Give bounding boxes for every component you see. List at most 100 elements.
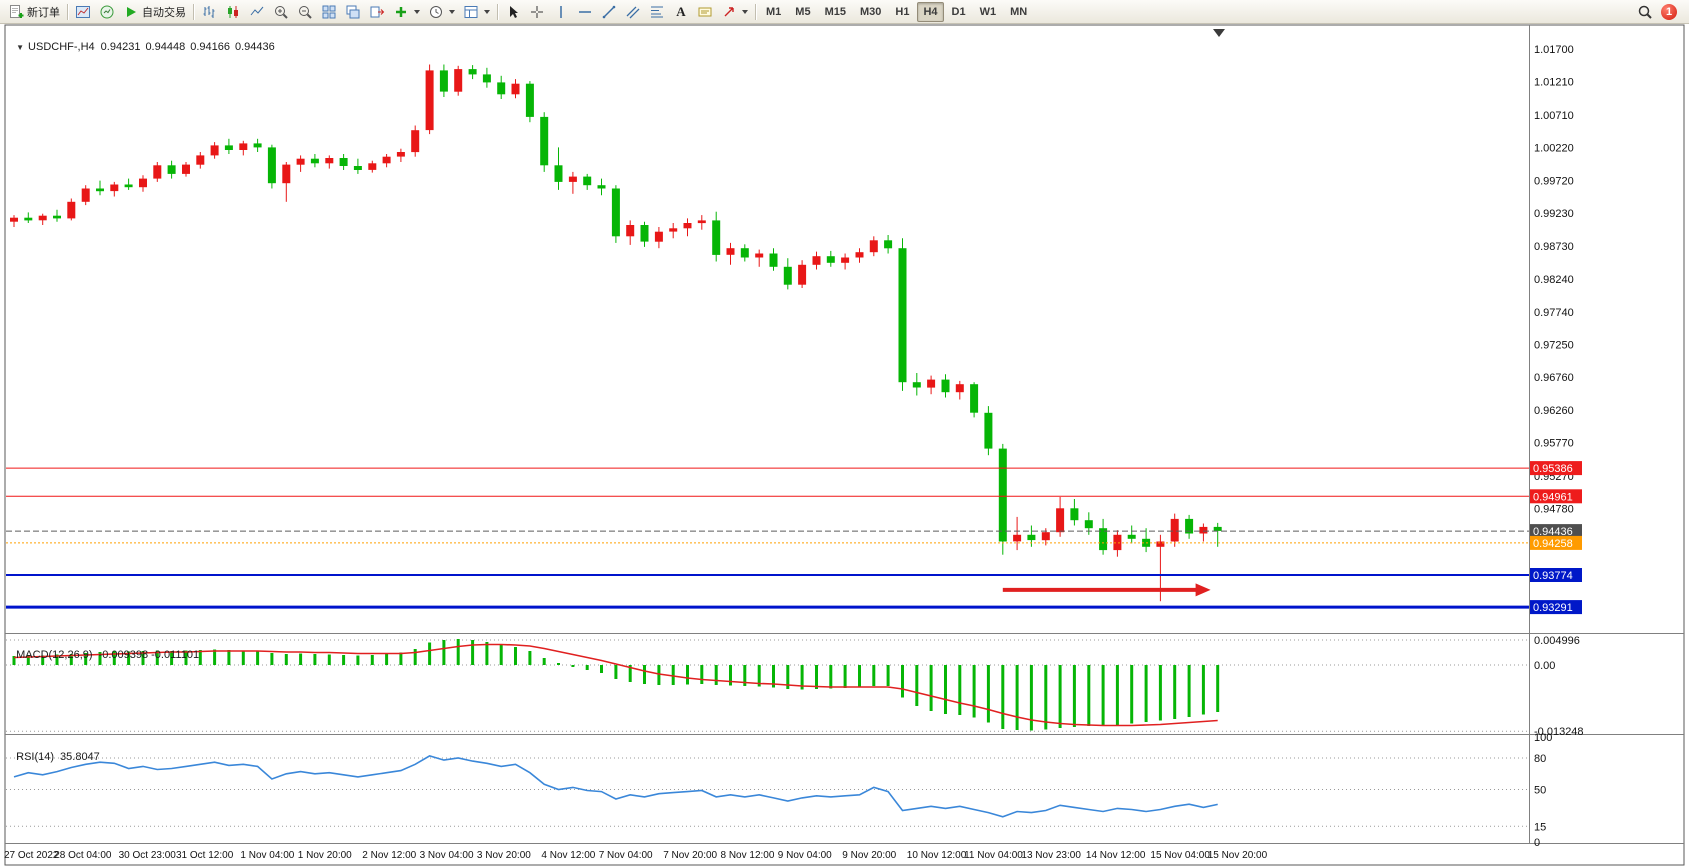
price-axis-label: 0.97740	[1534, 307, 1574, 319]
price-axis-label: 0.99230	[1534, 208, 1574, 220]
rsi-indicator-value: 35.8047	[60, 751, 100, 763]
line-chart-mode-icon	[250, 6, 264, 15]
time-axis-label: 11 Nov 04:00	[964, 850, 1023, 861]
rsi-axis-label: 50	[1534, 785, 1546, 797]
time-axis-label: 28 Oct 04:00	[54, 850, 112, 861]
timeframe-button-w1[interactable]: W1	[974, 2, 1003, 22]
chart-shift-marker[interactable]	[1213, 29, 1225, 37]
toolbar-separator	[497, 3, 498, 20]
price-axis-label: 0.96260	[1534, 405, 1574, 417]
timeframe-group: M1 M5 M15 M30 H1 H4 D1 W1 MN	[759, 1, 1034, 22]
tile-windows-icon	[322, 5, 336, 18]
auto-trading-label: 自动交易	[142, 6, 186, 19]
bar-high-value: 0.94448	[145, 41, 186, 53]
new-order-icon	[10, 4, 24, 18]
vertical-line-tool-button[interactable]	[549, 2, 573, 22]
time-axis-label: 31 Oct 12:00	[176, 850, 234, 861]
price-tag[interactable]: 0.93774	[1530, 568, 1582, 582]
dropdown-caret-icon	[484, 9, 490, 14]
template-button[interactable]	[459, 2, 494, 22]
price-axis-label: 0.97250	[1534, 339, 1574, 351]
channel-tool-button[interactable]	[621, 2, 645, 22]
price-axis-label: 0.94780	[1534, 503, 1574, 515]
timeframe-button-m15[interactable]: M15	[819, 2, 852, 22]
toolbar: 新订单 自动交易	[0, 0, 1689, 24]
text-tool-button[interactable]: A	[669, 2, 693, 22]
timeframe-button-h4[interactable]: H4	[917, 1, 944, 22]
search-icon	[1638, 5, 1652, 19]
candle-chart-mode-icon	[228, 5, 238, 18]
line-chart-mode-button[interactable]	[245, 2, 269, 22]
rsi-axis-label: 15	[1534, 821, 1546, 833]
add-indicator-button[interactable]	[389, 2, 424, 22]
search-button[interactable]	[1633, 2, 1657, 22]
chart-shift-icon	[370, 6, 385, 17]
price-tag[interactable]: 0.94258	[1530, 535, 1582, 550]
market-watch-icon	[100, 5, 114, 18]
trendline-icon	[602, 5, 616, 18]
horizontal-line-icon	[579, 10, 591, 13]
timeframe-button-mn[interactable]: MN	[1004, 2, 1033, 22]
svg-text:0.95386: 0.95386	[1533, 463, 1573, 475]
arrows-tool-button[interactable]	[717, 2, 752, 22]
timeframe-button-m30[interactable]: M30	[854, 2, 887, 22]
horizontal-line-tool-button[interactable]	[573, 2, 597, 22]
bar-close-value: 0.94436	[234, 41, 275, 53]
timeframe-button-m5[interactable]: M5	[789, 2, 816, 22]
new-order-button[interactable]: 新订单	[4, 2, 64, 22]
macd-indicator-name: MACD(12,26,9)	[16, 649, 93, 661]
svg-text:0.93774: 0.93774	[1533, 570, 1573, 582]
time-axis-label: 15 Nov 04:00	[1150, 850, 1210, 861]
crosshair-icon	[531, 5, 543, 18]
add-indicator-icon	[396, 6, 406, 17]
rsi-axis-label: 80	[1534, 753, 1546, 765]
new-order-label: 新订单	[27, 6, 60, 19]
macd-axis-label: 0.00	[1534, 660, 1555, 672]
auto-trading-button[interactable]: 自动交易	[119, 2, 190, 22]
period-button[interactable]	[424, 2, 459, 22]
price-tag[interactable]: 0.93291	[1530, 600, 1582, 615]
bar-chart-mode-button[interactable]	[197, 2, 221, 22]
timeframe-button-d1[interactable]: D1	[946, 2, 972, 22]
time-axis-label: 10 Nov 12:00	[907, 850, 967, 861]
new-chart-button[interactable]	[71, 2, 95, 22]
trendline-tool-button[interactable]	[597, 2, 621, 22]
arrow-shapes-icon	[724, 6, 734, 16]
price-tag[interactable]: 0.94436	[1530, 524, 1582, 539]
svg-text:0.94258: 0.94258	[1533, 538, 1573, 550]
time-axis-label: 4 Nov 12:00	[541, 850, 595, 861]
dropdown-caret-icon	[414, 9, 420, 14]
macd-signal-line	[13, 643, 1218, 727]
price-axis-label: 1.00710	[1534, 110, 1574, 122]
rsi-axis-label: 0	[1534, 837, 1540, 849]
channel-icon	[626, 6, 640, 18]
crosshair-tool-button[interactable]	[525, 2, 549, 22]
price-tag[interactable]: 0.94961	[1530, 489, 1582, 504]
rsi-axis-label: 100	[1534, 732, 1552, 744]
chart-window-frame	[4, 24, 1685, 866]
market-watch-button[interactable]	[95, 2, 119, 22]
dropdown-caret-icon	[742, 9, 748, 14]
fibonacci-tool-button[interactable]	[645, 2, 669, 22]
cascade-windows-button[interactable]	[341, 2, 365, 22]
candle-chart-mode-button[interactable]	[221, 2, 245, 22]
time-axis-label: 2 Nov 12:00	[362, 850, 416, 861]
zoom-in-button[interactable]	[269, 2, 293, 22]
time-axis-label: 1 Nov 20:00	[298, 850, 352, 861]
text-label-tool-button[interactable]	[693, 2, 717, 22]
zoom-out-button[interactable]	[293, 2, 317, 22]
chart-shift-button[interactable]	[365, 2, 389, 22]
notification-badge[interactable]: 1	[1661, 3, 1677, 20]
tile-windows-button[interactable]	[317, 2, 341, 22]
dropdown-caret-icon	[449, 9, 455, 14]
time-axis-label: 7 Nov 20:00	[663, 850, 717, 861]
trend-arrow-annotation[interactable]	[1002, 583, 1211, 597]
price-tag[interactable]: 0.95386	[1530, 461, 1582, 476]
toolbar-separator	[755, 3, 756, 20]
timeframe-button-m1[interactable]: M1	[760, 2, 787, 22]
time-axis-label: 30 Oct 23:00	[119, 850, 177, 861]
timeframe-button-h1[interactable]: H1	[889, 2, 915, 22]
cursor-tool-button[interactable]	[501, 2, 525, 22]
symbol-dropdown-icon[interactable]: ▼	[16, 43, 25, 52]
